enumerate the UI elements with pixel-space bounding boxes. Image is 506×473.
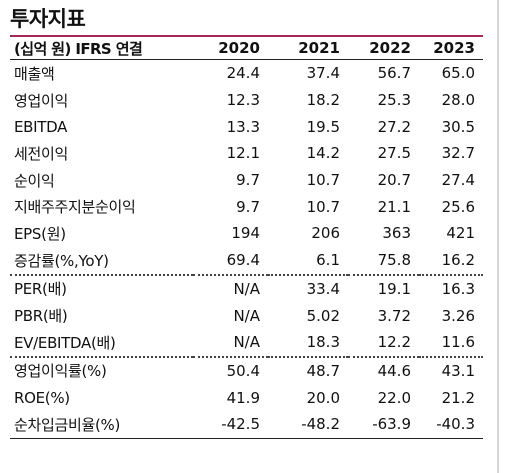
row-label: PBR(배) xyxy=(14,307,68,326)
cell-value: 363 xyxy=(382,224,411,243)
cell-value: 10.7 xyxy=(306,171,340,190)
table-row: 지배주주지분순이익 9.7 10.7 21.1 25.6 xyxy=(10,193,483,220)
table-row: EBITDA 13.3 19.5 27.2 30.5 xyxy=(10,113,483,140)
year-header: 2022 xyxy=(348,37,419,60)
cell-value: 20.7 xyxy=(377,171,411,190)
table-row: ROE(%) 41.9 20.0 22.0 21.2 xyxy=(10,384,483,411)
cell-value: 21.1 xyxy=(377,197,411,216)
cell-value: 41.9 xyxy=(226,388,260,407)
page-title: 투자지표 xyxy=(10,7,86,31)
cell-value: 9.7 xyxy=(236,197,260,216)
cell-value: 25.3 xyxy=(377,91,411,110)
cell-value: -42.5 xyxy=(193,410,268,439)
cell-value: 9.7 xyxy=(236,171,260,190)
row-label: 증감률(%,YoY) xyxy=(10,246,193,276)
cell-value: 30.5 xyxy=(441,117,475,136)
cell-value: 27.2 xyxy=(377,117,411,136)
row-label: EBITDA xyxy=(14,117,68,136)
cell-value: 11.6 xyxy=(419,328,483,358)
cell-value: -63.9 xyxy=(348,410,419,439)
cell-value: 19.1 xyxy=(377,279,411,298)
row-label: 매출액 xyxy=(14,64,55,83)
row-label: 세전이익 xyxy=(14,144,69,163)
cell-value: N/A xyxy=(193,328,268,358)
cell-value: 75.8 xyxy=(348,246,419,276)
row-label: 지배주주지분순이익 xyxy=(14,198,136,217)
cell-value: -48.2 xyxy=(268,410,348,439)
cell-value: 13.3 xyxy=(226,117,260,136)
cell-value: 27.4 xyxy=(441,171,475,190)
cell-value: 43.1 xyxy=(441,361,475,380)
row-label: 영업이익 xyxy=(14,91,69,110)
cell-value: 33.4 xyxy=(306,279,340,298)
table-row: PER(배) N/A 33.4 19.1 16.3 xyxy=(10,275,483,303)
header-row: (십억 원) IFRS 연결 2020 2021 2022 2023 xyxy=(10,37,483,60)
unit-header: (십억 원) IFRS 연결 xyxy=(10,37,193,60)
page-edge xyxy=(497,0,499,473)
year-header: 2020 xyxy=(193,37,268,60)
year-header: 2021 xyxy=(268,37,348,60)
cell-value: 194 xyxy=(231,224,260,243)
cell-value: 21.2 xyxy=(441,388,475,407)
cell-value: 44.6 xyxy=(377,361,411,380)
row-label: 순차입금비율(%) xyxy=(10,410,193,439)
cell-value: 3.26 xyxy=(441,306,475,325)
row-label: EPS(원) xyxy=(14,224,66,243)
cell-value: 32.7 xyxy=(441,144,475,163)
cell-value: 48.7 xyxy=(306,361,340,380)
cell-value: 20.0 xyxy=(306,388,340,407)
cell-value: 37.4 xyxy=(306,64,340,83)
cell-value: 5.02 xyxy=(306,306,340,325)
cell-value: 3.72 xyxy=(377,306,411,325)
cell-value: 69.4 xyxy=(193,246,268,276)
table-row: EV/EBITDA(배) N/A 18.3 12.2 11.6 xyxy=(10,328,483,358)
cell-value: 12.1 xyxy=(226,144,260,163)
table-row: 순차입금비율(%) -42.5 -48.2 -63.9 -40.3 xyxy=(10,410,483,439)
cell-value: N/A xyxy=(233,306,260,325)
row-label: ROE(%) xyxy=(14,388,70,407)
cell-value: 19.5 xyxy=(306,117,340,136)
row-label: EV/EBITDA(배) xyxy=(10,328,193,358)
cell-value: 16.2 xyxy=(419,246,483,276)
cell-value: 6.1 xyxy=(268,246,348,276)
cell-value: 18.2 xyxy=(306,91,340,110)
cell-value: 65.0 xyxy=(441,64,475,83)
table-row: 순이익 9.7 10.7 20.7 27.4 xyxy=(10,167,483,194)
row-label: 순이익 xyxy=(14,171,55,190)
cell-value: 12.2 xyxy=(348,328,419,358)
cell-value: N/A xyxy=(233,279,260,298)
investment-indicators-table: (십억 원) IFRS 연결 2020 2021 2022 2023 매출액 2… xyxy=(10,37,483,439)
row-label: PER(배) xyxy=(14,280,67,299)
cell-value: 12.3 xyxy=(226,91,260,110)
table-row: 세전이익 12.1 14.2 27.5 32.7 xyxy=(10,140,483,167)
row-label: 영업이익률(%) xyxy=(14,362,107,381)
cell-value: 206 xyxy=(311,224,340,243)
cell-value: 16.3 xyxy=(441,279,475,298)
table-row: 증감률(%,YoY) 69.4 6.1 75.8 16.2 xyxy=(10,246,483,276)
cell-value: -40.3 xyxy=(419,410,483,439)
cell-value: 14.2 xyxy=(306,144,340,163)
cell-value: 421 xyxy=(446,224,475,243)
year-header: 2023 xyxy=(419,37,483,60)
table-row: PBR(배) N/A 5.02 3.72 3.26 xyxy=(10,302,483,329)
cell-value: 24.4 xyxy=(226,64,260,83)
table-row: EPS(원) 194 206 363 421 xyxy=(10,220,483,247)
cell-value: 22.0 xyxy=(377,388,411,407)
cell-value: 50.4 xyxy=(226,361,260,380)
table-row: 영업이익률(%) 50.4 48.7 44.6 43.1 xyxy=(10,357,483,385)
cell-value: 27.5 xyxy=(377,144,411,163)
cell-value: 10.7 xyxy=(306,197,340,216)
cell-value: 28.0 xyxy=(441,91,475,110)
title-divider xyxy=(10,35,483,37)
cell-value: 18.3 xyxy=(268,328,348,358)
table-row: 매출액 24.4 37.4 56.7 65.0 xyxy=(10,60,483,87)
cell-value: 56.7 xyxy=(377,64,411,83)
cell-value: 25.6 xyxy=(441,197,475,216)
table-row: 영업이익 12.3 18.2 25.3 28.0 xyxy=(10,87,483,114)
